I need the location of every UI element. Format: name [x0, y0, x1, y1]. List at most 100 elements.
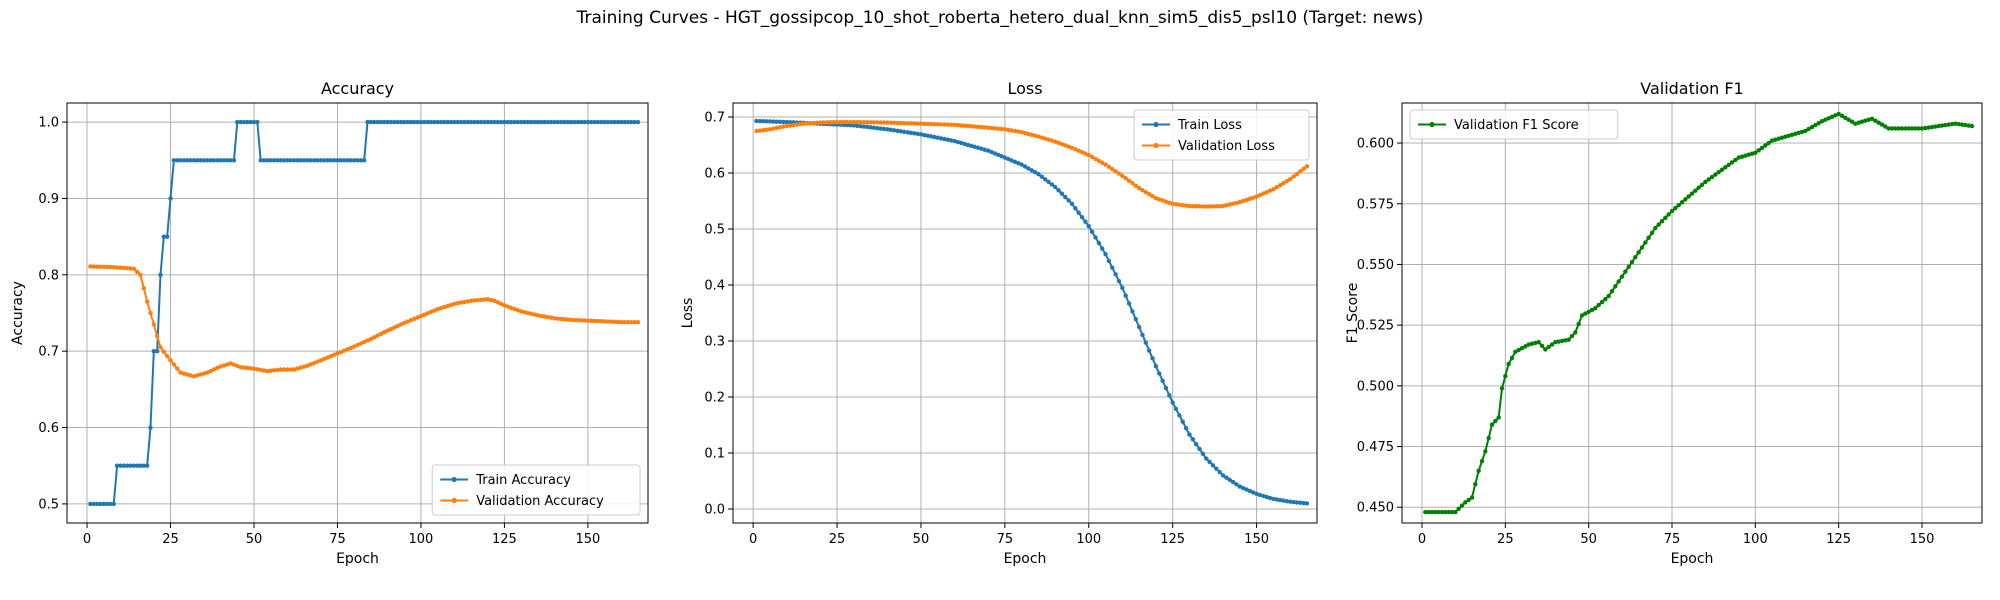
train-accuracy-point: [365, 119, 370, 125]
validation-f1-score-point: [1439, 509, 1445, 515]
train-accuracy-point: [285, 158, 290, 163]
validation-loss-point: [918, 121, 924, 126]
train-accuracy-point: [158, 272, 163, 278]
validation-f1-score-point: [1599, 299, 1605, 305]
train-loss-point: [1277, 497, 1283, 503]
validation-accuracy-point: [525, 310, 530, 316]
train-loss-point: [1120, 285, 1125, 290]
train-loss-point: [1274, 497, 1279, 502]
train-loss-point: [1093, 235, 1098, 240]
train-loss-point: [985, 148, 991, 153]
validation-loss-point: [1190, 203, 1196, 209]
train-loss-point: [1150, 356, 1155, 361]
y-tick-label: 0.600: [1357, 137, 1394, 152]
y-axis-label: F1 Score: [1345, 283, 1361, 344]
train-accuracy-point: [318, 158, 323, 163]
validation-f1-score-point: [1823, 117, 1828, 122]
train-accuracy-point: [128, 463, 133, 468]
train-accuracy-point: [582, 119, 587, 125]
validation-accuracy-point: [622, 319, 627, 325]
validation-f1-score-point: [1836, 111, 1841, 117]
train-accuracy-point: [428, 119, 434, 125]
validation-f1-score-point: [1816, 120, 1821, 126]
train-loss-point: [781, 119, 786, 125]
y-tick-label: 0.550: [1357, 258, 1394, 273]
train-accuracy-line: [90, 121, 638, 505]
validation-f1-score-point: [1596, 302, 1601, 308]
validation-accuracy-point: [238, 365, 243, 370]
train-loss-point: [1217, 469, 1222, 475]
validation-accuracy-point: [542, 314, 547, 319]
validation-f1-score-point: [1703, 179, 1708, 185]
train-accuracy-point: [208, 158, 213, 163]
validation-accuracy-point: [619, 319, 624, 325]
loss-chart: 0 25 50 75 100 125 150 0.0 0.1 0.2 0.3 0.4 0.5 0.6 0.7…: [680, 79, 1318, 567]
validation-loss-point: [794, 122, 799, 127]
validation-accuracy-point: [265, 368, 270, 374]
train-loss-point: [992, 151, 997, 156]
train-accuracy-point: [104, 501, 110, 507]
train-accuracy-point: [382, 119, 387, 125]
validation-loss-point: [1086, 152, 1091, 158]
legend-label: Validation Accuracy: [476, 494, 604, 509]
train-accuracy-point: [94, 501, 100, 507]
validation-f1-score-point: [1643, 240, 1648, 245]
validation-loss-point: [1247, 196, 1253, 201]
train-accuracy-point: [335, 158, 340, 163]
validation-accuracy-point: [478, 297, 484, 303]
train-loss-point: [1089, 229, 1095, 234]
validation-accuracy-point: [161, 349, 167, 354]
train-accuracy-point: [338, 158, 343, 163]
validation-f1-score-point: [1626, 264, 1631, 270]
validation-loss-point: [1244, 197, 1249, 203]
x-tick-label: 125: [1160, 532, 1185, 547]
validation-loss-point: [1136, 185, 1142, 191]
validation-accuracy-point: [114, 265, 120, 270]
validation-loss-point: [1251, 195, 1256, 200]
validation-accuracy-point: [298, 365, 303, 370]
validation-f1-score-point: [1726, 162, 1731, 168]
validation-accuracy-point: [372, 335, 377, 340]
validation-accuracy-point: [505, 304, 510, 309]
train-accuracy-point: [134, 463, 140, 468]
train-accuracy-point: [452, 119, 457, 125]
train-loss-point: [1247, 488, 1253, 494]
validation-loss-point: [969, 124, 974, 129]
train-loss-point: [885, 127, 890, 132]
validation-accuracy-point: [555, 316, 561, 321]
train-loss-point: [935, 135, 940, 140]
validation-f1-score-point: [1676, 203, 1681, 208]
train-loss-point: [1257, 492, 1263, 498]
validation-accuracy-point: [565, 317, 571, 322]
validation-f1-score-point: [1883, 124, 1888, 129]
train-loss-point: [979, 146, 984, 151]
train-loss-point: [1291, 499, 1296, 505]
validation-f1-score-point: [1529, 341, 1535, 346]
train-loss-point: [1059, 191, 1065, 196]
validation-accuracy-point: [121, 265, 126, 271]
validation-loss-point: [1264, 189, 1269, 195]
y-tick-label: 1.0: [38, 116, 59, 131]
train-loss-point: [989, 149, 994, 155]
validation-f1-score-point: [1436, 509, 1441, 515]
validation-accuracy-point: [538, 313, 544, 319]
validation-f1-score-point: [1496, 415, 1501, 420]
train-accuracy-point: [575, 119, 581, 125]
train-loss-point: [1244, 487, 1249, 492]
train-loss-point: [962, 141, 967, 147]
train-loss-point: [1227, 477, 1232, 483]
validation-loss-point: [985, 125, 991, 130]
validation-accuracy-point: [458, 300, 464, 305]
x-tick-label: 75: [1664, 532, 1681, 547]
validation-f1-score-point: [1893, 126, 1898, 131]
train-accuracy-point: [402, 119, 407, 125]
train-accuracy-point: [462, 119, 467, 125]
validation-accuracy-point: [609, 319, 614, 324]
train-loss-point: [1234, 482, 1239, 487]
train-loss-point: [1271, 496, 1276, 502]
validation-accuracy-point: [104, 264, 110, 270]
validation-f1-score-point: [1636, 250, 1641, 255]
validation-f1-score-point: [1829, 114, 1835, 120]
validation-f1-score-point: [1506, 361, 1511, 367]
validation-f1-score-point: [1613, 284, 1618, 289]
